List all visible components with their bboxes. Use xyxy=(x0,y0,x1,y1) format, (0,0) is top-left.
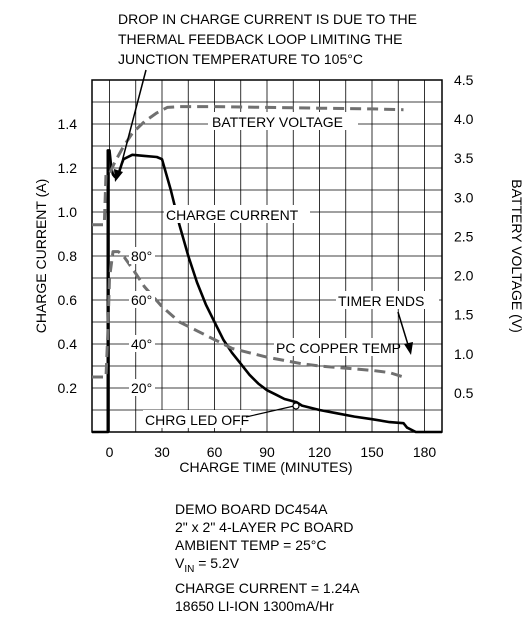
y-right-tick-label: 0.5 xyxy=(454,385,474,401)
y-right-tick-label: 2.5 xyxy=(454,228,474,244)
y-left-tick-label: 1.4 xyxy=(58,116,78,132)
grid xyxy=(92,80,442,432)
y-right-tick-label: 3.5 xyxy=(454,150,474,166)
x-tick-label: 30 xyxy=(154,444,170,460)
charge-current-label: CHARGE CURRENT xyxy=(166,207,299,223)
pc-copper-temp-label-bg xyxy=(274,338,388,356)
x-tick-label: 90 xyxy=(259,444,275,460)
chrg-led-off-marker xyxy=(292,402,300,410)
board-note: DEMO BOARD DC454A xyxy=(175,501,328,517)
plot-frame xyxy=(91,79,443,433)
y-left-tick-label: 0.6 xyxy=(58,292,78,308)
x-tick-label: 120 xyxy=(308,444,332,460)
thermal-note-arrow xyxy=(117,69,147,178)
temp-tick-label-bg xyxy=(129,247,155,264)
x-tick-label: 0 xyxy=(106,444,114,460)
vin-value: = 5.2V xyxy=(194,555,240,571)
charge-current-note: CHARGE CURRENT = 1.24A xyxy=(175,579,360,596)
x-axis-label: CHARGE TIME (MINUTES) xyxy=(179,459,352,475)
thermal-note-line-1: DROP IN CHARGE CURRENT IS DUE TO THE xyxy=(118,11,417,27)
x-tick-label: 150 xyxy=(360,444,384,460)
battery-voltage-label-bg xyxy=(208,112,358,130)
y-right-tick-label: 1.5 xyxy=(454,307,474,323)
timer-ends-label-bg xyxy=(336,291,439,309)
chrg-led-off-label: CHRG LED OFF xyxy=(145,412,249,428)
vin-prefix: V xyxy=(175,555,185,571)
ambient-note: AMBIENT TEMP = 25°C xyxy=(175,537,327,553)
temp-tick-label-bg xyxy=(129,335,155,352)
charge-current-label-bg xyxy=(164,205,310,223)
battery-voltage-label: BATTERY VOLTAGE xyxy=(212,114,343,130)
vin-note: VIN = 5.2V xyxy=(175,554,360,579)
thermal-note-arrowhead xyxy=(114,169,123,182)
temp-tick-label-bg xyxy=(129,291,155,308)
x-tick-label: 180 xyxy=(413,444,437,460)
y-right-tick-label: 1.0 xyxy=(454,346,474,362)
series-battery-voltage-line xyxy=(92,105,404,227)
pcb-note: 2" x 2" 4-LAYER PC BOARD xyxy=(175,519,354,535)
y-left-tick-label: 1.2 xyxy=(58,160,78,176)
battery-note: 18650 LI-ION 1300mA/Hr xyxy=(175,597,334,614)
temp-tick-label: 60° xyxy=(131,292,152,308)
thermal-note-line-2: THERMAL FEEDBACK LOOP LIMITING THE xyxy=(118,31,402,47)
y-left-tick-label: 1.0 xyxy=(58,204,78,220)
test-conditions: DEMO BOARD DC454A 2" x 2" 4-LAYER PC BOA… xyxy=(175,500,360,615)
y-left-tick-label: 0.4 xyxy=(58,336,78,352)
y-right-tick-label: 4.5 xyxy=(454,72,474,88)
timer-ends-label: TIMER ENDS xyxy=(338,293,424,309)
timer-ends-arrowhead xyxy=(404,342,413,355)
y-right-axis-label: BATTERY VOLTAGE (V) xyxy=(509,179,522,333)
tick-labels: 0 30 60 90 120 150 180 0.2 0.4 0.6 0.8 1.0 1.2 1.4 0.5… xyxy=(58,72,474,460)
thermal-note-line-3: JUNCTION TEMPERATURE TO 105°C xyxy=(118,51,363,67)
charge-profile-chart: 0 30 60 90 120 150 180 0.2 0.4 0.6 0.8 1.0 1.2 1.4 0.5… xyxy=(33,11,522,475)
y-left-tick-label: 0.8 xyxy=(58,248,78,264)
y-right-tick-label: 4.0 xyxy=(454,111,474,127)
temp-tick-label: 20° xyxy=(131,380,152,396)
pc-copper-temp-label: PC COPPER TEMP xyxy=(276,340,401,356)
chrg-led-off-pointer xyxy=(245,405,295,418)
y-right-tick-label: 2.0 xyxy=(454,268,474,284)
temp-tick-label-bg xyxy=(129,379,155,396)
vin-subscript: IN xyxy=(184,563,195,575)
temp-tick-label: 40° xyxy=(131,336,152,352)
timer-ends-arrow xyxy=(397,311,410,349)
chrg-led-off-label-bg xyxy=(143,410,251,428)
y-left-axis-label: CHARGE CURRENT (A) xyxy=(33,179,49,334)
temp-tick-label: 80° xyxy=(131,248,152,264)
x-tick-label: 60 xyxy=(207,444,223,460)
y-right-tick-label: 3.0 xyxy=(454,189,474,205)
y-left-tick-label: 0.2 xyxy=(58,380,78,396)
series-pc-copper-temp-line xyxy=(92,250,404,379)
